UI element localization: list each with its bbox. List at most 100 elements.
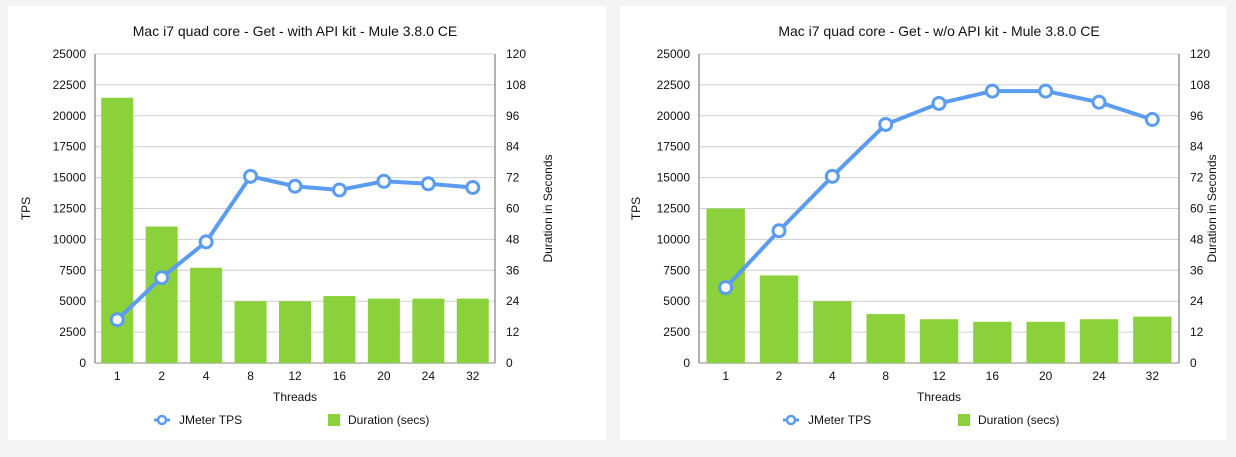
x-tick-label: 24 (1092, 369, 1106, 383)
left-tick-label: 10000 (657, 232, 691, 246)
left-tick-label: 22500 (657, 78, 691, 92)
right-tick-label: 84 (506, 140, 520, 154)
legend-label-tps: JMeter TPS (808, 413, 871, 427)
tps-point (109, 312, 125, 328)
x-tick-label: 4 (829, 369, 836, 383)
legend-item-tps: JMeter TPS (783, 413, 871, 427)
left-tick-label: 12500 (657, 202, 691, 216)
tps-point (287, 178, 303, 194)
right-tick-label: 72 (1190, 171, 1204, 185)
legend-bar-swatch (958, 414, 970, 426)
x-tick-label: 12 (932, 369, 946, 383)
left-tick-label: 10000 (53, 232, 87, 246)
right-axis-label: Duration in Seconds (541, 154, 555, 262)
right-tick-label: 120 (1190, 47, 1210, 61)
legend-item-duration: Duration (secs) (328, 413, 429, 427)
duration-bar (412, 298, 445, 363)
x-tick-label: 2 (776, 369, 783, 383)
chart-title: Mac i7 quad core - Get - w/o API kit - M… (778, 23, 1099, 39)
legend-marker-swatch (785, 414, 797, 426)
x-tick-label: 16 (333, 369, 347, 383)
x-tick-label: 24 (422, 369, 436, 383)
duration-bar (1026, 321, 1065, 363)
legend-marker-swatch (156, 414, 168, 426)
right-tick-label: 60 (506, 202, 520, 216)
right-tick-label: 12 (1190, 325, 1204, 339)
tps-point (824, 168, 840, 184)
chart-panel-without-apikit: Mac i7 quad core - Get - w/o API kit - M… (620, 6, 1226, 440)
tps-point (878, 116, 894, 132)
tps-point (931, 95, 947, 111)
legend-label-tps: JMeter TPS (179, 413, 242, 427)
right-tick-label: 0 (506, 356, 513, 370)
tps-point (331, 182, 347, 198)
right-tick-label: 0 (1190, 356, 1197, 370)
tps-point (243, 168, 259, 184)
duration-bar (456, 298, 489, 363)
duration-bar (367, 298, 400, 363)
x-axis-label: Threads (917, 390, 961, 404)
legend-label-duration: Duration (secs) (348, 413, 429, 427)
tps-point (984, 83, 1000, 99)
tps-point (1091, 94, 1107, 110)
left-axis-label: TPS (629, 197, 643, 220)
x-tick-label: 20 (1039, 369, 1053, 383)
tps-point (771, 223, 787, 239)
right-tick-label: 36 (506, 263, 520, 277)
x-axis-label: Threads (273, 390, 317, 404)
duration-bar (145, 226, 178, 363)
x-tick-label: 1 (722, 369, 729, 383)
left-tick-label: 0 (79, 356, 86, 370)
left-tick-label: 20000 (53, 109, 87, 123)
duration-bar (279, 301, 311, 363)
left-tick-label: 0 (683, 356, 690, 370)
duration-bar (323, 296, 356, 363)
duration-bar (190, 267, 223, 363)
right-tick-label: 96 (1190, 109, 1204, 123)
tps-point (1144, 112, 1160, 128)
right-tick-label: 72 (506, 171, 520, 185)
tps-point (198, 234, 214, 250)
x-tick-label: 2 (158, 369, 165, 383)
x-tick-label: 12 (288, 369, 302, 383)
tps-point (154, 270, 170, 286)
left-tick-label: 25000 (657, 47, 691, 61)
right-tick-label: 24 (506, 294, 520, 308)
left-tick-label: 15000 (53, 171, 87, 185)
x-tick-label: 8 (882, 369, 889, 383)
right-tick-label: 48 (506, 232, 520, 246)
left-tick-label: 15000 (657, 171, 691, 185)
tps-line (724, 89, 1153, 289)
right-tick-label: 36 (1190, 263, 1204, 277)
left-tick-label: 17500 (657, 140, 691, 154)
tps-point (376, 173, 392, 189)
left-tick-label: 7500 (663, 263, 690, 277)
chart-title: Mac i7 quad core - Get - with API kit - … (133, 23, 457, 39)
left-tick-label: 5000 (59, 294, 86, 308)
x-tick-label: 4 (203, 369, 210, 383)
duration-bar (973, 321, 1012, 363)
duration-bar (1133, 316, 1172, 363)
duration-bar (1079, 319, 1119, 363)
left-tick-label: 20000 (657, 109, 691, 123)
x-tick-label: 32 (466, 369, 480, 383)
right-tick-label: 120 (506, 47, 526, 61)
legend-item-duration: Duration (secs) (958, 413, 1059, 427)
left-tick-label: 25000 (53, 47, 87, 61)
tps-point (465, 179, 481, 195)
legend-label-duration: Duration (secs) (978, 413, 1059, 427)
right-tick-label: 60 (1190, 202, 1204, 216)
legend-item-tps: JMeter TPS (154, 413, 242, 427)
duration-bar (234, 301, 267, 363)
x-tick-label: 20 (377, 369, 391, 383)
tps-point (1038, 83, 1054, 99)
x-tick-label: 32 (1146, 369, 1160, 383)
left-tick-label: 2500 (59, 325, 86, 339)
x-tick-label: 16 (986, 369, 1000, 383)
left-tick-label: 2500 (663, 325, 690, 339)
right-axis-label: Duration in Seconds (1205, 154, 1219, 262)
legend-bar-swatch (328, 414, 340, 426)
left-axis-label: TPS (19, 197, 33, 220)
right-tick-label: 96 (506, 109, 520, 123)
right-tick-label: 84 (1190, 140, 1204, 154)
